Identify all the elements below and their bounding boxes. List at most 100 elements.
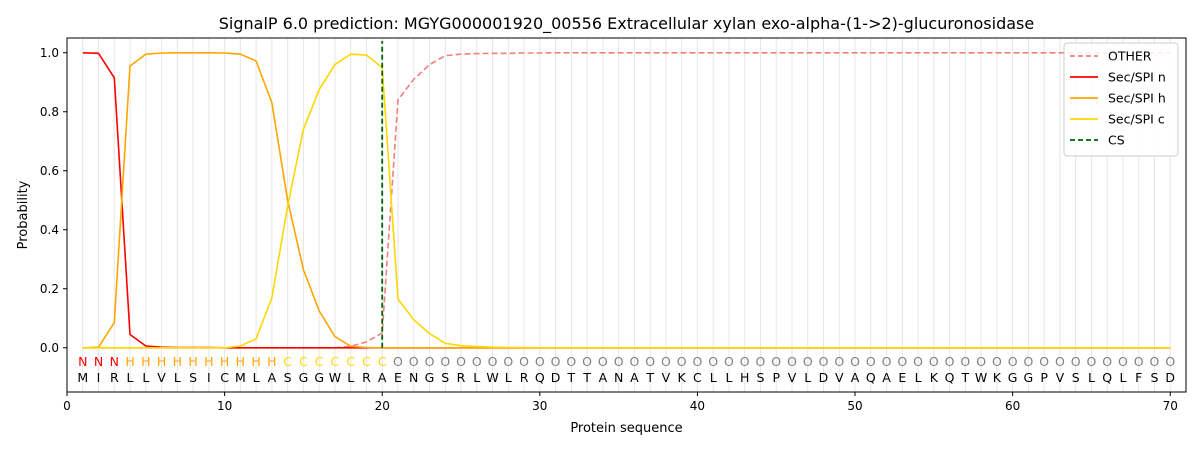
residue-label: V (835, 370, 844, 385)
region-label: H (188, 354, 197, 369)
residue-label: I (97, 370, 101, 385)
region-label: O (771, 354, 781, 369)
residue-label: Q (866, 370, 876, 385)
region-label: O (393, 354, 403, 369)
region-label: O (913, 354, 923, 369)
region-label: O (866, 354, 876, 369)
residue-label: V (157, 370, 166, 385)
legend-label: CS (1108, 133, 1125, 148)
region-label: O (1055, 354, 1065, 369)
region-label: O (850, 354, 860, 369)
legend-label: Sec/SPI h (1108, 91, 1166, 106)
residue-label: E (394, 370, 402, 385)
region-label: C (378, 354, 387, 369)
x-tick-label: 50 (847, 399, 862, 413)
axes: 0 10 20 30 40 50 60 70 0.0 0.2 0.4 0.6 0.8 1.0 (40, 46, 1178, 413)
residue-label: N (409, 370, 418, 385)
region-label: O (582, 354, 592, 369)
region-label: O (787, 354, 797, 369)
x-tick-label: 40 (690, 399, 705, 413)
legend-label: Sec/SPI c (1108, 112, 1165, 127)
region-label: O (1150, 354, 1160, 369)
residue-label: S (284, 370, 292, 385)
residue-label: P (772, 370, 780, 385)
residue-label: L (1119, 370, 1126, 385)
region-label: O (897, 354, 907, 369)
x-tick-label: 70 (1163, 399, 1178, 413)
region-label: O (598, 354, 608, 369)
residue-label: A (378, 370, 387, 385)
residue-label: L (915, 370, 922, 385)
residue-label: L (174, 370, 181, 385)
region-label: O (724, 354, 734, 369)
residue-label: S (1072, 370, 1080, 385)
residue-label: T (582, 370, 591, 385)
region-label: O (456, 354, 466, 369)
residue-label: D (1165, 370, 1175, 385)
residue-label: A (599, 370, 608, 385)
residue-label: S (441, 370, 449, 385)
region-label: O (661, 354, 671, 369)
region-label: O (566, 354, 576, 369)
region-label: C (315, 354, 324, 369)
residue-label: V (662, 370, 671, 385)
region-label: C (331, 354, 340, 369)
residue-label: T (961, 370, 970, 385)
residue-label: L (142, 370, 149, 385)
x-tick-label: 10 (217, 399, 232, 413)
residue-label: K (930, 370, 939, 385)
residue-label: D (551, 370, 561, 385)
residue-label: W (975, 370, 987, 385)
region-label: O (519, 354, 529, 369)
region-label: H (173, 354, 182, 369)
residue-label: F (1135, 370, 1142, 385)
y-tick-label: 0.0 (40, 341, 59, 355)
region-label: O (645, 354, 655, 369)
region-label: H (267, 354, 276, 369)
region-label: O (803, 354, 813, 369)
residue-label: G (425, 370, 435, 385)
residue-label: G (1024, 370, 1034, 385)
region-label: C (283, 354, 292, 369)
residue-label: L (710, 370, 717, 385)
residue-label: H (740, 370, 749, 385)
residue-label: G (299, 370, 309, 385)
series-line-sec-spi-c (82, 53, 1171, 349)
residue-label: V (788, 370, 797, 385)
residue-label: L (1088, 370, 1095, 385)
residue-label: T (645, 370, 654, 385)
y-tick-label: 0.2 (40, 282, 59, 296)
region-label: C (346, 354, 355, 369)
region-label: O (945, 354, 955, 369)
region-label: O (756, 354, 766, 369)
residue-label: T (567, 370, 576, 385)
residue-label: Q (1102, 370, 1112, 385)
region-label: O (1071, 354, 1081, 369)
region-label: O (1023, 354, 1033, 369)
residue-label: A (851, 370, 860, 385)
legend-label: OTHER (1108, 49, 1152, 64)
series-line-sec-spi-h (82, 51, 1171, 349)
region-label: N (110, 354, 119, 369)
region-label: O (1008, 354, 1018, 369)
region-label: O (819, 354, 829, 369)
region-label: H (157, 354, 166, 369)
region-label: O (693, 354, 703, 369)
region-label: N (94, 354, 103, 369)
region-label: O (488, 354, 498, 369)
region-label: H (220, 354, 229, 369)
region-label: O (409, 354, 419, 369)
region-label: O (992, 354, 1002, 369)
residue-label: A (630, 370, 639, 385)
series-lines (82, 40, 1171, 349)
residue-label: L (127, 370, 134, 385)
residue-label: G (1008, 370, 1018, 385)
x-tick-label: 0 (63, 399, 71, 413)
residue-label: M (235, 370, 246, 385)
region-label: O (1118, 354, 1128, 369)
region-label: H (125, 354, 134, 369)
region-label: O (740, 354, 750, 369)
region-label: C (299, 354, 308, 369)
region-label: O (614, 354, 624, 369)
residue-label: L (505, 370, 512, 385)
